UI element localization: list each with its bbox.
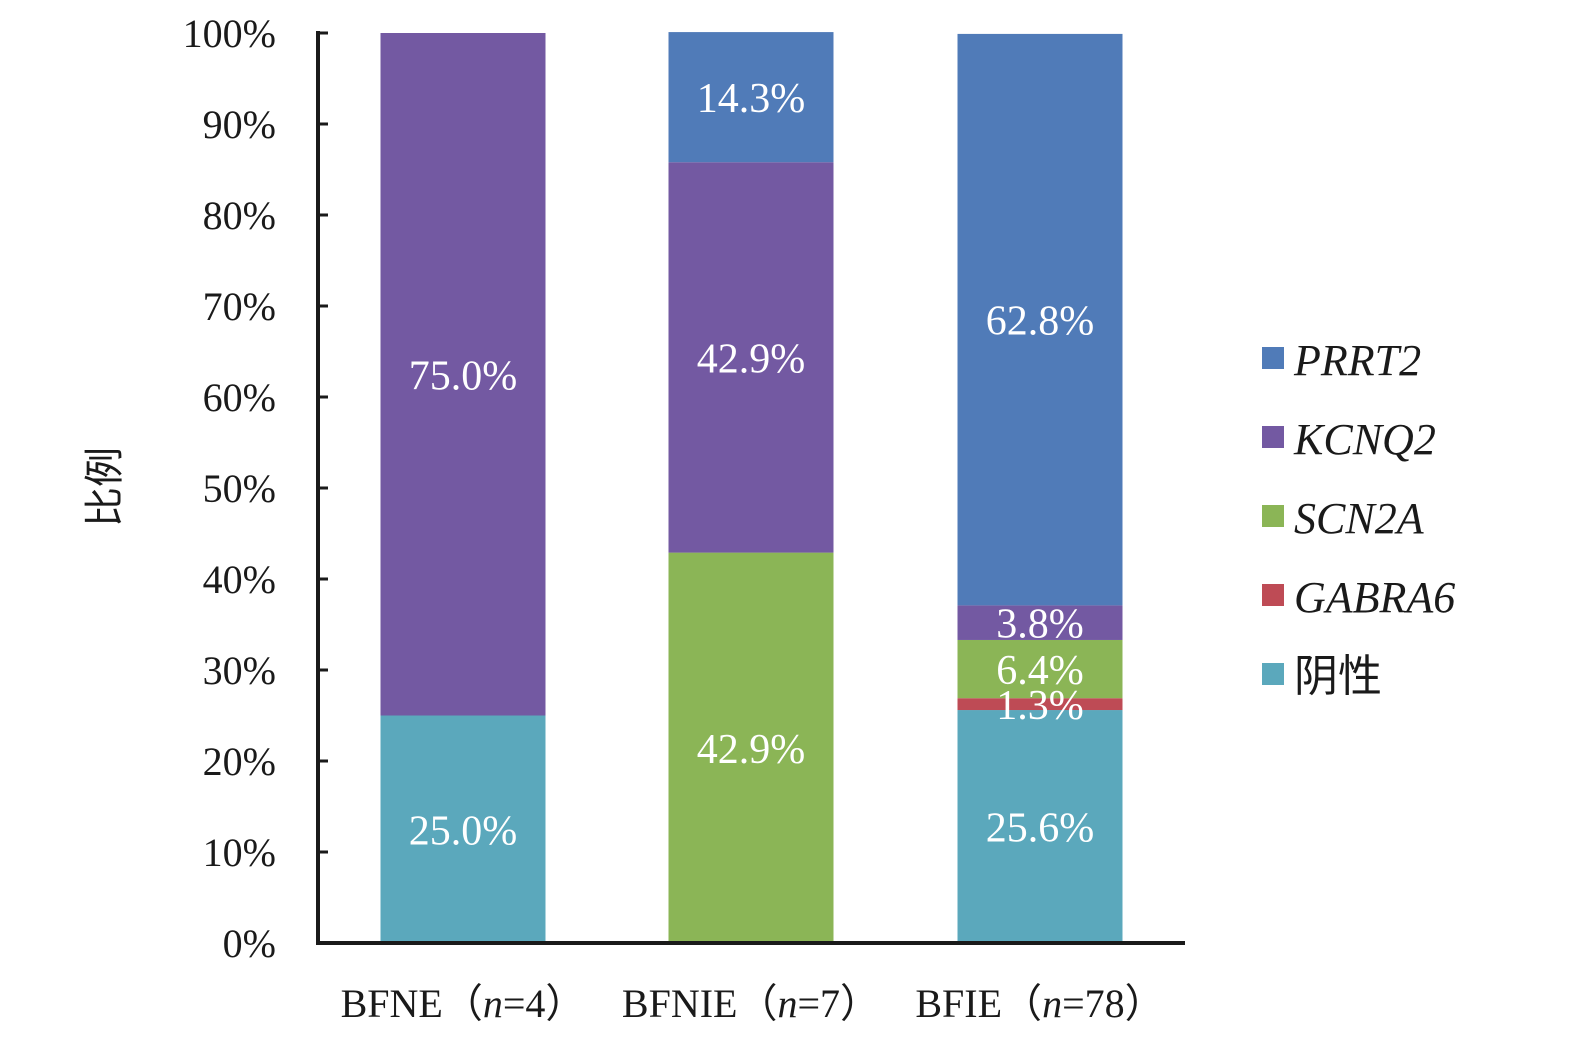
legend: PRRT2 KCNQ2 SCN2A GABRA6 阴性 [1262,336,1455,701]
bar-segment-KCNQ2-0 [380,33,546,716]
legend-label-GABRA6: GABRA6 [1294,573,1455,622]
legend-swatch-阴性 [1262,663,1284,685]
y-axis-title-group: 比例 [82,447,128,527]
data-label-KCNQ2-0: 75.0% [409,353,518,399]
bars-layer: 25.0% 75.0% 42.9% 42.9% 14.3% 25.6% 1.3%6.4%3.… [380,32,1123,943]
bar-segment-KCNQ2-2 [957,605,1123,640]
data-label-KCNQ2-1: 42.9% [697,336,806,382]
legend-label-KCNQ2: KCNQ2 [1293,415,1436,464]
legend-swatch-SCN2A [1262,505,1284,527]
y-tick-label: 80% [203,193,276,238]
y-tick-label: 100% [183,11,276,56]
x-category-label: BFNE（n=4） [341,981,586,1026]
bar-segment-SCN2A-1 [668,552,834,943]
y-tick-label: 30% [203,648,276,693]
y-tick-label: 20% [203,739,276,784]
y-tick-label: 60% [203,375,276,420]
legend-label-阴性: 阴性 [1294,652,1382,701]
legend-swatch-KCNQ2 [1262,426,1284,448]
bar-segment-PRRT2-1 [668,32,834,163]
x-category-label: BFNIE（n=7） [622,981,880,1026]
y-tick-label: 50% [203,466,276,511]
y-axis-title: 比例 [82,447,128,527]
y-tick-label: 70% [203,284,276,329]
data-label-PRRT2-2: 62.8% [986,299,1095,345]
legend-swatch-PRRT2 [1262,347,1284,369]
bar-segment-阴性-2 [957,710,1123,943]
y-tick-label: 40% [203,557,276,602]
x-category-label: BFIE（n=78） [915,981,1164,1026]
x-categories-layer: BFNE（n=4） BFNIE（n=7） BFIE（n=78） [341,981,1165,1026]
data-label-PRRT2-1: 14.3% [697,76,806,122]
data-label-阴性-0: 25.0% [409,808,518,854]
data-label-阴性-2: 25.6% [986,806,1095,852]
bar-segment-SCN2A-2 [957,639,1123,699]
legend-swatch-GABRA6 [1262,584,1284,606]
legend-label-PRRT2: PRRT2 [1293,336,1421,385]
data-label-KCNQ2-2: 3.8% [996,602,1084,648]
y-tick-label: 90% [203,102,276,147]
y-ticks-layer: 0% 10% 20% 30% 40% 50% 60% 70% 80% 90% 100% [183,11,328,966]
legend-label-SCN2A: SCN2A [1294,494,1425,543]
data-label-GABRA6-2: 1.3% [996,683,1084,729]
data-label-SCN2A-1: 42.9% [697,727,806,773]
y-tick-label: 10% [203,830,276,875]
bar-segment-PRRT2-2 [957,33,1123,606]
bar-segment-KCNQ2-1 [668,162,834,553]
y-tick-label: 0% [223,921,276,966]
data-label-SCN2A-2: 6.4% [996,648,1084,694]
bar-segment-阴性-0 [380,715,546,943]
bar-segment-GABRA6-2 [957,698,1123,711]
